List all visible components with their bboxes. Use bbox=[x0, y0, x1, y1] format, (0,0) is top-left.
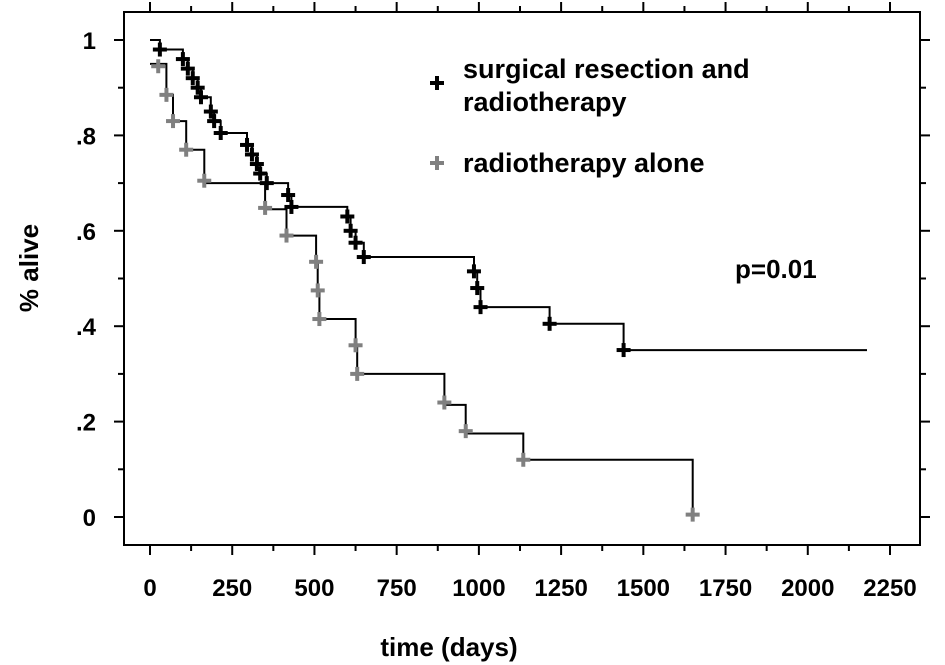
y-tick-label: 1 bbox=[83, 28, 96, 55]
x-tick-label: 1750 bbox=[699, 575, 752, 602]
x-tick-label: 2250 bbox=[863, 575, 916, 602]
legend: surgical resection and radiotherapy radio… bbox=[430, 54, 750, 178]
censor-marker bbox=[185, 71, 200, 86]
x-tick-label: 1500 bbox=[617, 575, 670, 602]
p-value-annotation: p=0.01 bbox=[735, 254, 817, 284]
x-axis-title: time (days) bbox=[380, 632, 517, 662]
x-tick-label: 500 bbox=[294, 575, 334, 602]
censor-marker bbox=[685, 507, 700, 522]
censor-marker bbox=[437, 395, 452, 410]
y-tick-label: .2 bbox=[76, 410, 96, 437]
censor-marker bbox=[281, 188, 296, 203]
censor-marker bbox=[343, 223, 358, 238]
censor-marker bbox=[193, 90, 208, 105]
legend-item-surgical: surgical resection and radiotherapy bbox=[430, 54, 750, 117]
censor-marker bbox=[340, 209, 355, 224]
censor-marker bbox=[203, 104, 218, 119]
censor-marker bbox=[253, 166, 268, 181]
series-layer bbox=[150, 39, 867, 522]
legend-marker-radiotherapy-icon bbox=[430, 156, 444, 170]
censor-marker bbox=[310, 283, 325, 298]
censor-marker bbox=[356, 250, 371, 265]
censor-marker bbox=[516, 452, 531, 467]
series-1 bbox=[150, 59, 700, 522]
censor-marker bbox=[542, 316, 557, 331]
censor-marker bbox=[151, 59, 166, 74]
censor-marker bbox=[348, 235, 363, 250]
x-tick-label: 750 bbox=[377, 575, 417, 602]
censor-marker bbox=[152, 42, 167, 57]
legend-marker-surgical-icon bbox=[430, 76, 444, 90]
censor-marker bbox=[312, 312, 327, 327]
censor-marker bbox=[213, 126, 228, 141]
legend-label-radiotherapy: radiotherapy alone bbox=[463, 148, 705, 178]
censor-marker bbox=[258, 200, 273, 215]
censor-marker bbox=[244, 147, 259, 162]
legend-plus-mark bbox=[430, 76, 444, 90]
censor-marker bbox=[197, 173, 212, 188]
censor-marker bbox=[179, 142, 194, 157]
censor-marker bbox=[284, 199, 299, 214]
censor-marker bbox=[309, 254, 324, 269]
y-axis-title: % alive bbox=[14, 224, 44, 312]
survival-step-line bbox=[150, 62, 694, 517]
censor-marker bbox=[466, 264, 481, 279]
censor-marker bbox=[249, 157, 264, 172]
series-0 bbox=[150, 39, 867, 358]
censor-marker bbox=[279, 228, 294, 243]
y-tick-label: .6 bbox=[76, 219, 96, 246]
x-tick-labels: 0 250 500 750 1000 1250 1500 1750 2000 2250 bbox=[143, 575, 916, 602]
x-tick-label: 250 bbox=[212, 575, 252, 602]
y-tick-label: 0 bbox=[83, 505, 96, 532]
censor-marker bbox=[458, 424, 473, 439]
censor-marker bbox=[159, 87, 174, 102]
censor-marker bbox=[180, 61, 195, 76]
censor-marker bbox=[348, 338, 363, 353]
censor-marker bbox=[473, 300, 488, 315]
legend-label-surgical: surgical resection and radiotherapy bbox=[463, 54, 750, 117]
y-tick-labels: 0 .2 .4 .6 .8 1 bbox=[76, 28, 97, 532]
censor-marker bbox=[175, 52, 190, 67]
censor-marker bbox=[166, 114, 181, 129]
censor-marker bbox=[350, 366, 365, 381]
x-tick-label: 0 bbox=[143, 575, 156, 602]
censor-marker bbox=[470, 281, 485, 296]
censor-marker bbox=[240, 137, 255, 152]
x-tick-label: 1250 bbox=[534, 575, 587, 602]
censor-marker bbox=[207, 114, 222, 129]
axis-ticks bbox=[114, 2, 930, 555]
legend-plus-mark bbox=[430, 156, 444, 170]
censor-marker bbox=[616, 343, 631, 358]
x-tick-label: 1000 bbox=[452, 575, 505, 602]
legend-item-radiotherapy: radiotherapy alone bbox=[430, 148, 705, 178]
y-tick-label: .4 bbox=[76, 314, 97, 341]
x-tick-label: 2000 bbox=[781, 575, 834, 602]
y-tick-label: .8 bbox=[76, 123, 96, 150]
censor-marker bbox=[190, 80, 205, 95]
